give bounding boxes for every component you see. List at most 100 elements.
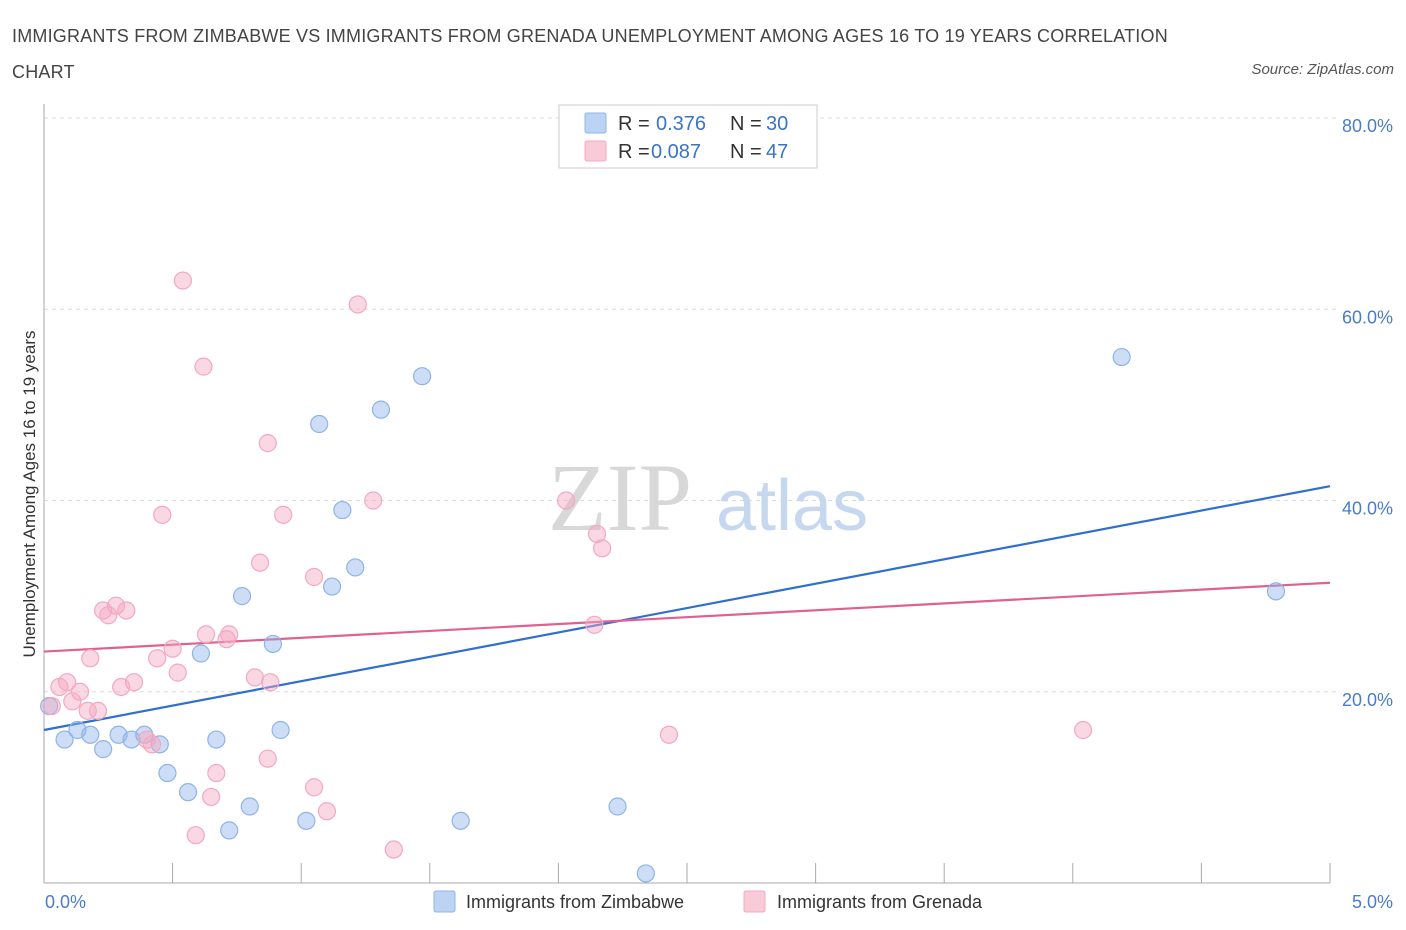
point-grenada [1073,720,1093,740]
point-grenada [153,505,172,524]
point-zimbabwe [240,797,259,816]
point-grenada [88,701,108,720]
r-value-zimbabwe: 0.376 [656,113,706,135]
trend-line-grenada [43,581,1331,653]
stats-legend: R = 0.376 N = 30 R = 0.087 N = 47 [558,104,818,169]
point-grenada [245,668,265,687]
point-grenada [81,649,100,668]
point-zimbabwe [412,367,432,386]
point-zimbabwe [271,720,290,740]
point-zimbabwe [232,587,252,606]
point-grenada [173,271,192,290]
point-grenada [63,692,82,711]
point-grenada [148,649,167,668]
point-grenada [163,639,182,658]
n-label-zimbabwe: N = [730,113,762,135]
watermark-zip: ZIP [548,444,692,551]
n-value-grenada: 47 [766,141,788,163]
point-grenada [42,696,61,716]
x-ticks [172,863,1331,883]
point-grenada [585,615,604,634]
point-grenada [258,434,277,453]
watermark: ZIP atlas [548,444,868,551]
y-tick-label: 20.0% [1342,690,1393,710]
point-grenada [194,357,213,376]
point-grenada [142,735,162,754]
legend-swatch-grenada [743,890,766,913]
x-tick-label-min: 0.0% [45,892,86,912]
point-grenada [202,787,221,807]
point-zimbabwe [322,577,342,596]
point-grenada [217,630,236,649]
y-axis-label: Unemployment Among Ages 16 to 19 years [20,331,39,658]
point-zimbabwe [1112,347,1131,367]
point-grenada [168,663,187,682]
point-zimbabwe [346,558,365,577]
point-grenada [659,725,679,744]
legend-label-zimbabwe: Immigrants from Zimbabwe [466,892,684,912]
point-zimbabwe [220,821,239,840]
point-zimbabwe [94,740,113,759]
data-points [40,271,1286,883]
point-zimbabwe [263,634,283,654]
trend-line-zimbabwe [43,485,1331,732]
point-grenada [106,596,126,615]
point-grenada [70,682,90,701]
series-legend: Immigrants from Zimbabwe Immigrants from… [433,890,983,913]
point-grenada [304,567,324,587]
point-grenada [261,673,280,692]
point-zimbabwe [1266,582,1286,601]
point-zimbabwe [297,811,316,830]
point-zimbabwe [608,797,627,816]
point-grenada [317,802,337,821]
point-grenada [207,763,226,783]
point-zimbabwe [310,414,329,434]
y-tick-labels: 20.0% 40.0% 60.0% 80.0% [1342,116,1393,710]
grenada-swatch [584,140,607,162]
legend-swatch-zimbabwe [433,890,456,913]
point-zimbabwe [158,763,177,783]
y-tick-label: 40.0% [1342,499,1393,519]
r-label-grenada: R = [618,141,650,163]
point-grenada [186,826,205,845]
point-zimbabwe [81,725,100,744]
point-grenada [593,539,612,558]
legend-label-grenada: Immigrants from Grenada [777,892,983,912]
point-grenada [304,778,324,797]
n-value-zimbabwe: 30 [766,113,788,135]
watermark-atlas: atlas [716,466,868,546]
point-grenada [258,749,277,768]
chart-title: IMMIGRANTS FROM ZIMBABWE VS IMMIGRANTS F… [12,26,1168,82]
point-zimbabwe [191,644,210,663]
point-zimbabwe [371,400,391,419]
point-zimbabwe [333,500,352,520]
point-grenada [364,491,383,510]
point-grenada [384,840,403,859]
point-grenada [348,295,367,314]
point-grenada [250,553,270,572]
n-label-grenada: N = [730,141,762,163]
point-grenada [196,625,216,644]
x-tick-label-max: 5.0% [1352,892,1393,912]
point-grenada [587,524,607,544]
point-grenada [78,701,97,720]
source-credit: Source: ZipAtlas.com [1251,61,1394,78]
r-label-zimbabwe: R = [618,113,650,135]
y-tick-label: 80.0% [1342,116,1393,136]
point-grenada [220,625,239,644]
point-grenada [274,505,293,524]
point-zimbabwe [55,730,74,749]
point-grenada [557,491,576,510]
point-zimbabwe [207,730,226,749]
point-grenada [99,606,118,625]
r-value-grenada: 0.087 [651,141,701,163]
gridlines [44,117,1340,693]
point-zimbabwe [451,811,470,830]
point-grenada [124,673,144,692]
point-zimbabwe [135,725,154,744]
point-zimbabwe [636,864,655,883]
point-grenada [58,673,77,692]
point-zimbabwe [178,783,198,802]
y-tick-label: 60.0% [1342,307,1393,327]
